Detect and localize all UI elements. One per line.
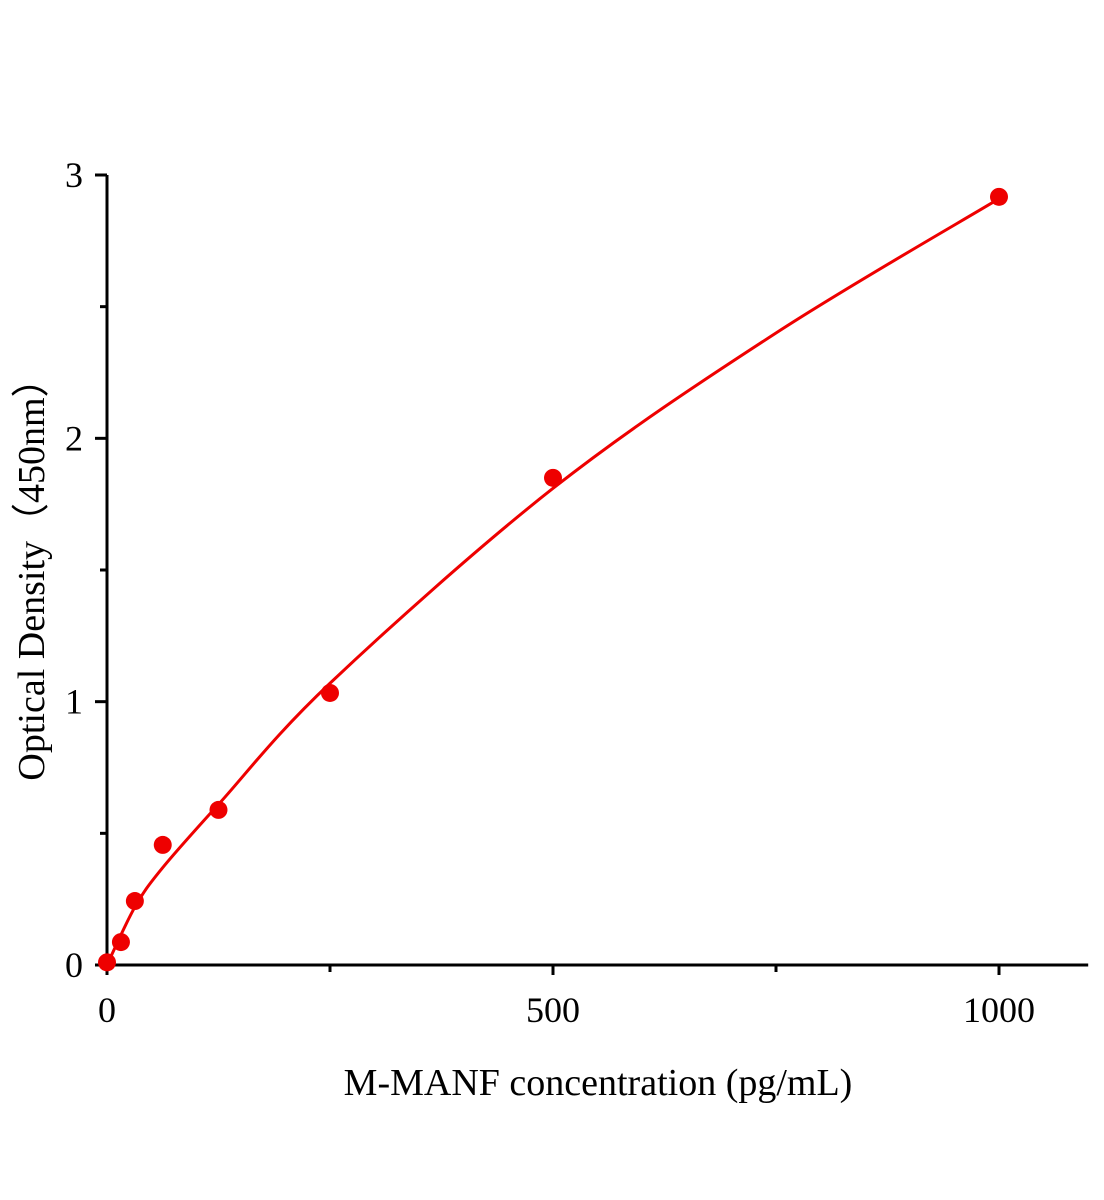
data-point (209, 800, 228, 819)
data-points (98, 187, 1008, 972)
x-tick-label: 1000 (963, 990, 1035, 1030)
x-axis-label: M-MANF concentration (pg/mL) (344, 1062, 853, 1104)
x-tick-label: 500 (526, 990, 580, 1030)
y-tick-label: 0 (65, 945, 83, 985)
tick-labels: 0 500 1000 0 1 2 3 (65, 155, 1035, 1030)
x-tick-label: 0 (98, 990, 116, 1030)
y-tick-label: 1 (65, 682, 83, 722)
y-axis-label: Optical Density（450nm） (11, 359, 53, 780)
data-point (990, 187, 1008, 206)
axes (95, 173, 1089, 975)
data-point (111, 933, 130, 952)
data-point (98, 953, 116, 972)
data-point (153, 835, 172, 854)
fit-curve (105, 197, 1000, 966)
y-tick-label: 2 (65, 418, 83, 458)
data-point (321, 683, 339, 702)
data-point (125, 892, 144, 911)
data-point (544, 468, 562, 487)
y-tick-label: 3 (65, 155, 83, 195)
